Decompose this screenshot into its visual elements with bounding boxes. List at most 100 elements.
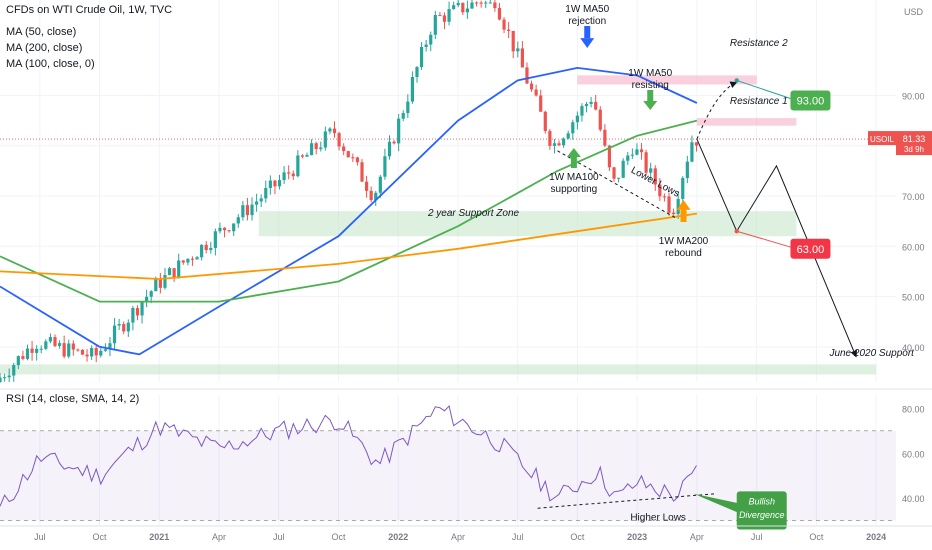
time-tick-label: Jul	[34, 532, 46, 542]
candle-body	[433, 15, 437, 35]
candle-body	[543, 111, 547, 131]
candle-body	[484, 2, 488, 4]
candle-body	[218, 227, 222, 232]
ma200-rebound-arrow-head	[676, 200, 691, 210]
candle-body	[90, 348, 94, 357]
candle-body	[589, 101, 593, 104]
candle-body	[474, 2, 479, 4]
ma200-legend[interactable]: MA (200, close)	[6, 42, 83, 54]
candle-body	[575, 115, 579, 123]
candle-body	[397, 118, 401, 144]
candle-body	[584, 103, 589, 107]
candle-body	[479, 2, 483, 4]
candle-body	[177, 260, 181, 278]
candle-body	[511, 30, 515, 52]
lower-lows-line	[557, 150, 678, 220]
candle-body	[309, 143, 314, 156]
time-tick-label: 2024	[866, 532, 886, 542]
candle-body	[392, 141, 396, 144]
candle-body	[259, 198, 263, 202]
candle-body	[190, 258, 195, 260]
candle-body	[644, 152, 648, 173]
candle-body	[62, 343, 66, 357]
higher-lows-label: Higher Lows	[630, 513, 686, 524]
ma50-rejection-text-1: 1W MA50	[565, 4, 609, 15]
candle-body	[383, 156, 387, 177]
candle-body	[598, 109, 602, 130]
resistance-2-path	[696, 81, 738, 140]
candle-body	[122, 324, 126, 332]
candle-body	[44, 341, 48, 349]
ma100-legend[interactable]: MA (100, close, 0)	[6, 58, 95, 70]
time-tick-label: Oct	[570, 532, 585, 542]
time-tick-label: Apr	[690, 532, 704, 542]
candle-body	[39, 348, 43, 350]
time-tick-label: Oct	[331, 532, 346, 542]
candle-body	[415, 67, 419, 78]
candle-body	[671, 212, 676, 214]
candle-body	[7, 375, 11, 378]
candle-body	[387, 141, 392, 157]
rsi-tick-label: 80.00	[902, 404, 925, 414]
target-up-leader	[736, 79, 797, 102]
candle-body	[2, 377, 7, 379]
candle-body	[465, 8, 469, 13]
candle-body	[163, 275, 167, 288]
candle-body	[653, 168, 657, 185]
candle-body	[99, 350, 103, 356]
bullish-divergence-text-1: Bullish	[748, 497, 775, 507]
time-tick-label: Jul	[751, 532, 763, 542]
candle-body	[103, 349, 107, 351]
ma200-rebound-arrow-shaft	[680, 209, 687, 222]
candle-body	[16, 356, 20, 366]
candle-body	[470, 2, 474, 9]
target-down-leader	[736, 230, 797, 250]
candle-body	[245, 205, 250, 216]
candle-body	[232, 223, 236, 232]
candle-body	[681, 178, 685, 199]
candle-body	[529, 83, 534, 90]
ma100-supporting-arrow-shaft	[570, 157, 577, 168]
candle-body	[12, 365, 16, 376]
candle-body	[209, 247, 213, 251]
candle-body	[452, 5, 456, 10]
ma50-resisting-arrow-head	[643, 101, 658, 110]
candle-body	[154, 278, 158, 292]
candle-body	[108, 343, 112, 350]
candle-body	[360, 162, 364, 182]
candle-body	[328, 128, 332, 132]
last-price-symbol-tag	[868, 131, 896, 146]
candle-body	[346, 151, 350, 158]
candle-body	[438, 15, 442, 17]
candle-body	[213, 231, 217, 248]
bullish-divergence-box	[736, 491, 787, 530]
candle-body	[502, 19, 506, 30]
rsi-legend[interactable]: RSI (14, close, SMA, 14, 2)	[6, 393, 140, 405]
candle-body	[493, 2, 497, 9]
candle-body	[53, 337, 57, 346]
ma100-line	[0, 119, 698, 303]
ma200-rebound-text-2: rebound	[665, 248, 702, 259]
candle-body	[255, 201, 259, 205]
candle-body	[662, 196, 667, 198]
chart-title[interactable]: CFDs on WTI Crude Oil, 1W, TVC	[6, 4, 173, 16]
rsi-tick-label: 60.00	[902, 449, 925, 459]
candle-body	[67, 343, 71, 357]
candle-body	[690, 142, 694, 162]
candle-body	[410, 77, 415, 102]
ma100-supporting-text-1: 1W MA100	[549, 172, 599, 183]
time-tick-label: Apr	[212, 532, 226, 542]
candle-body	[112, 325, 117, 344]
candle-body	[204, 244, 208, 251]
last-price-tag	[896, 131, 932, 156]
candle-body	[342, 146, 346, 152]
candle-body	[227, 230, 231, 232]
ma50-legend[interactable]: MA (50, close)	[6, 26, 77, 38]
time-tick-label: 2022	[388, 532, 408, 542]
candle-body	[250, 204, 254, 216]
candle-body	[236, 217, 240, 224]
candle-body	[305, 155, 309, 157]
candle-body	[80, 349, 85, 355]
